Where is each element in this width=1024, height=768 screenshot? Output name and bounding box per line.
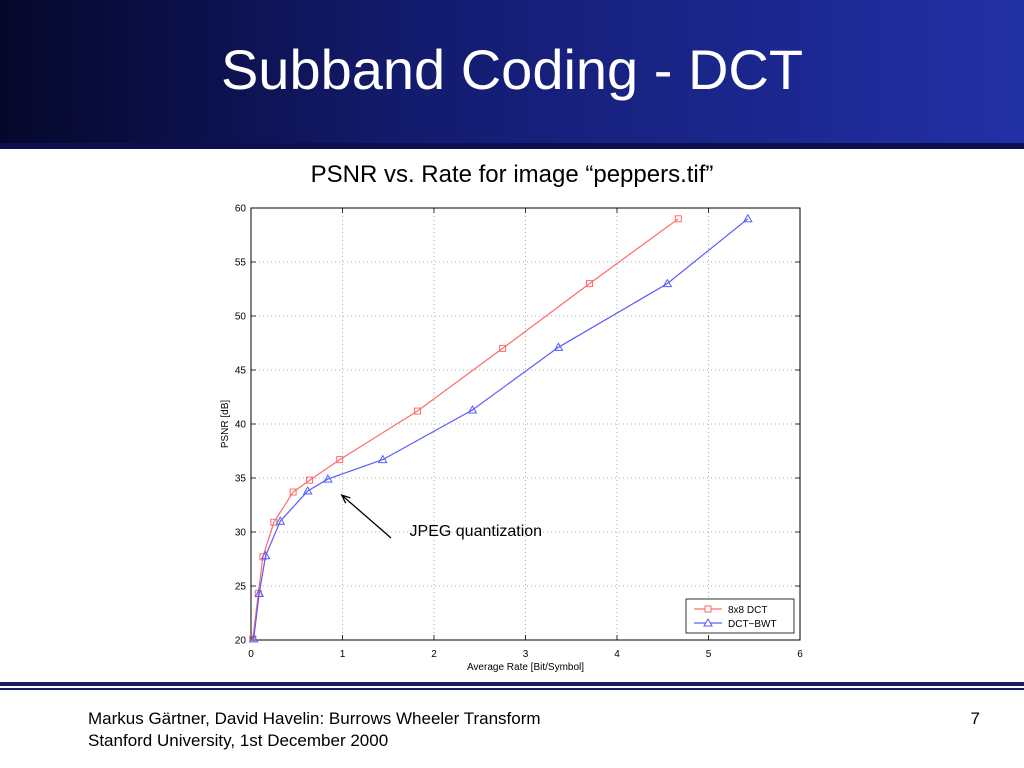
annotation-label: JPEG quantization xyxy=(410,523,543,540)
data-point-2 xyxy=(260,550,271,560)
x-tick-label: 1 xyxy=(340,649,346,660)
y-tick-label: 45 xyxy=(235,366,247,377)
title-divider xyxy=(0,143,1024,149)
legend-label-2: DCT−BWT xyxy=(728,619,777,630)
y-tick-label: 35 xyxy=(235,474,247,485)
series-line-1 xyxy=(252,218,679,639)
x-tick-label: 6 xyxy=(797,649,803,660)
data-point-2 xyxy=(662,278,673,288)
title-banner xyxy=(0,0,1024,143)
footer-authors: Markus Gärtner, David Havelin: Burrows W… xyxy=(88,709,541,728)
chart-title: PSNR vs. Rate for image “peppers.tif” xyxy=(310,161,714,188)
legend-label-1: 8x8 DCT xyxy=(728,605,767,616)
x-axis-label: Average Rate [Bit/Symbol] xyxy=(467,662,584,673)
data-point-1 xyxy=(289,488,297,496)
x-tick-label: 5 xyxy=(706,649,712,660)
legend-marker-1 xyxy=(704,605,712,613)
x-tick-label: 0 xyxy=(248,649,254,660)
x-tick-label: 4 xyxy=(614,649,620,660)
slide-title: Subband Coding - DCT xyxy=(220,38,804,101)
data-point-2 xyxy=(275,516,286,525)
plot-frame xyxy=(250,207,801,641)
data-point-1 xyxy=(674,215,682,223)
data-point-2 xyxy=(322,474,333,483)
data-point-1 xyxy=(306,476,314,484)
y-tick-label: 25 xyxy=(235,582,247,593)
data-point-1 xyxy=(586,280,594,288)
legend-box xyxy=(685,598,795,634)
y-tick-label: 60 xyxy=(235,204,247,215)
footer-divider-bottom xyxy=(0,688,1024,690)
data-point-1 xyxy=(336,456,344,464)
data-point-2 xyxy=(248,633,259,643)
y-tick-label: 20 xyxy=(235,636,247,647)
data-point-2 xyxy=(742,213,753,223)
footer-divider-top xyxy=(0,682,1024,686)
x-tick-label: 3 xyxy=(523,649,529,660)
y-tick-label: 50 xyxy=(235,312,247,323)
y-tick-label: 40 xyxy=(235,420,247,431)
data-point-1 xyxy=(499,344,507,352)
annotation-arrow-head xyxy=(340,494,351,504)
y-tick-label: 55 xyxy=(235,258,247,269)
data-point-2 xyxy=(254,588,265,598)
legend-marker-2 xyxy=(703,617,713,627)
y-axis-label: PSNR [dB] xyxy=(220,400,231,449)
data-point-2 xyxy=(467,404,478,414)
data-point-2 xyxy=(377,454,388,464)
annotation-arrow-shaft xyxy=(341,494,392,539)
page-number: 7 xyxy=(970,709,980,728)
data-point-2 xyxy=(553,342,564,351)
data-point-1 xyxy=(414,407,422,415)
series-line-2 xyxy=(253,218,749,639)
y-tick-label: 30 xyxy=(235,528,247,539)
data-point-2 xyxy=(302,485,313,495)
footer-venue: Stanford University, 1st December 2000 xyxy=(88,731,389,750)
x-tick-label: 2 xyxy=(431,649,437,660)
